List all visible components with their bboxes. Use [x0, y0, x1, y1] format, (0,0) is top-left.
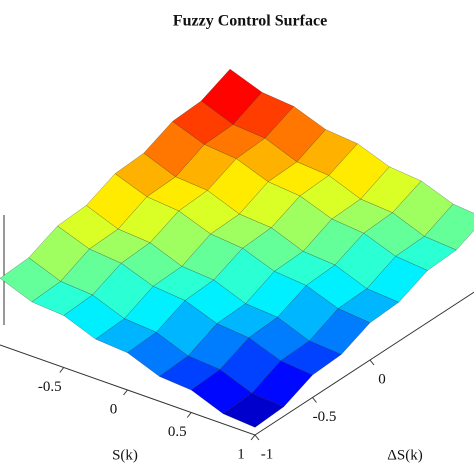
- y-tick: [254, 434, 260, 441]
- x-tick-label: 0.5: [168, 424, 187, 440]
- x-tick-label: 0: [110, 401, 118, 417]
- x-tick: [186, 412, 192, 418]
- y-tick: [312, 397, 317, 403]
- y-axis-label: ΔS(k): [387, 447, 422, 463]
- x-tick-label: -0.5: [38, 379, 62, 395]
- x-tick: [250, 434, 256, 441]
- x-axis-label: S(k): [112, 447, 138, 463]
- x-tick: [123, 389, 128, 396]
- x-tick-label: 1: [237, 446, 245, 462]
- y-tick-label: 0: [378, 371, 386, 387]
- y-tick: [369, 359, 375, 366]
- y-tick-label: -1: [261, 446, 274, 462]
- chart-title: Fuzzy Control Surface: [173, 13, 327, 30]
- surface-cell: [222, 392, 285, 428]
- x-tick: [59, 367, 65, 373]
- y-tick-label: -0.5: [313, 409, 337, 425]
